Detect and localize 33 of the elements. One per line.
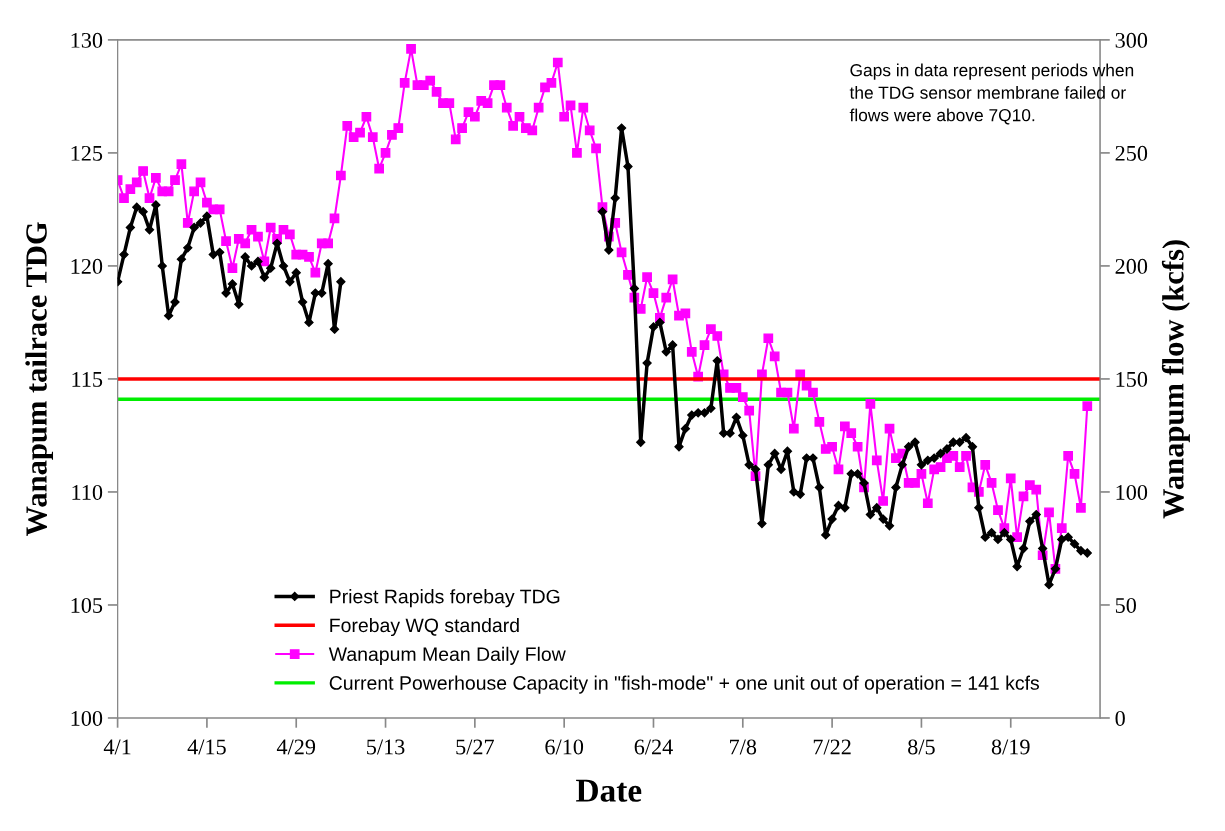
y2-tick-label: 100: [1116, 484, 1148, 500]
y-tick-label: 130: [71, 32, 103, 48]
x-tick-label: 4/1: [103, 739, 131, 755]
x-tick-label: 4/15: [187, 739, 226, 755]
legend-label: Current Powerhouse Capacity in "fish-mode" + one unit out of operation = 141 kcfs: [329, 675, 1039, 694]
y-tick-label: 110: [72, 484, 103, 500]
x-tick-label: 7/8: [730, 739, 757, 755]
x-tick-label: 5/27: [456, 739, 494, 755]
x-tick-label: 5/13: [367, 739, 405, 755]
y-axis-title: Wanapum tailrace TDG: [25, 222, 54, 537]
y-tick-label: 105: [71, 597, 103, 613]
x-tick-label: 6/24: [634, 739, 673, 755]
y-tick-label: 115: [72, 371, 103, 387]
x-tick-label: 7/22: [813, 739, 851, 755]
legend-label: Forebay WQ standard: [330, 617, 519, 637]
y2-tick-label: 250: [1115, 145, 1148, 161]
x-tick-label: 6/10: [545, 739, 584, 755]
x-tick-label: 8/19: [991, 739, 1030, 755]
legend-label: Wanapum Mean Daily Flow: [328, 646, 566, 665]
y-tick-label: 125: [71, 145, 103, 161]
x-tick-label: 8/5: [908, 739, 935, 755]
y-tick-label: 120: [71, 258, 103, 274]
y2-tick-label: 50: [1115, 597, 1137, 613]
y2-tick-label: 200: [1115, 258, 1148, 274]
y2-tick-label: 0: [1115, 710, 1125, 726]
y2-axis-title: Wanapum flow (kcfs): [1161, 240, 1190, 519]
y2-tick-label: 150: [1116, 371, 1148, 387]
y-tick-label: 100: [71, 710, 103, 726]
legend-label: Priest Rapids forebay TDG: [330, 589, 560, 608]
x-tick-label: 4/29: [276, 739, 316, 755]
y2-tick-label: 300: [1115, 32, 1148, 48]
annotation: Gaps in data represent periods when the TDG sensor membrane failed or flows were above 7Q10.: [849, 63, 1134, 125]
x-axis-title: Date: [576, 779, 642, 802]
